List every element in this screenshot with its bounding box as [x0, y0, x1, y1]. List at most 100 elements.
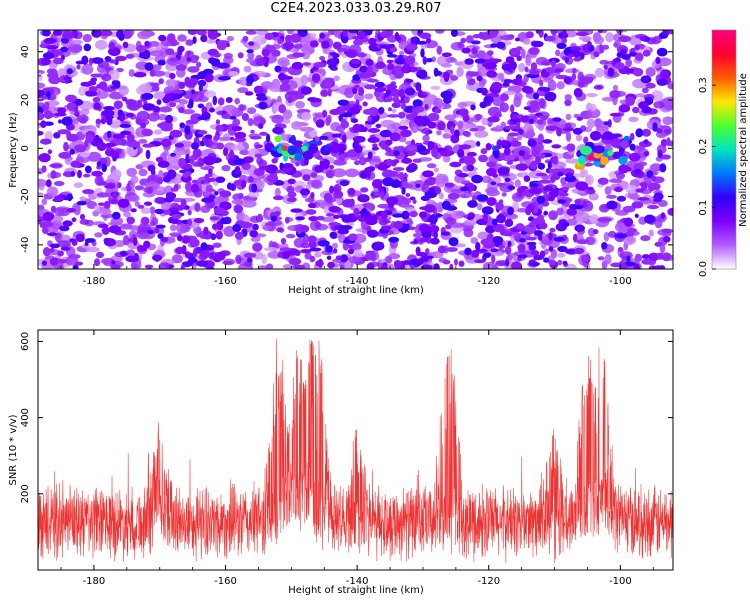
heatmap-cell [58, 119, 63, 124]
heatmap-cell [517, 207, 527, 213]
heatmap-cell [577, 79, 585, 88]
heatmap-cell [371, 179, 383, 189]
heatmap-y-ticks: -40 -20 0 20 40 [20, 45, 673, 270]
heatmap-cell [137, 30, 152, 40]
heatmap-cell [145, 149, 151, 160]
heatmap-cell [138, 168, 148, 177]
heatmap-cell [436, 130, 442, 136]
heatmap-cell [332, 168, 347, 178]
heatmap-cell [119, 224, 133, 230]
heatmap-cell [137, 204, 145, 209]
heatmap-cell [556, 153, 564, 160]
heatmap-cell [491, 264, 499, 269]
heatmap-cell [265, 263, 274, 269]
heatmap-cell [457, 173, 469, 178]
heatmap-cell [442, 133, 452, 139]
heatmap-cell [196, 61, 202, 68]
heatmap-cell [326, 255, 332, 260]
heatmap-cell [616, 195, 627, 202]
heatmap-cell [38, 153, 51, 163]
heatmap-cell [661, 252, 672, 262]
heatmap-cell [479, 101, 488, 109]
heatmap-cell [617, 246, 624, 253]
heatmap-cell [530, 62, 538, 71]
heatmap-cell [569, 46, 582, 52]
heatmap-cell [52, 57, 64, 65]
heatmap-cell [83, 173, 91, 178]
heatmap-cell [457, 102, 468, 109]
heatmap-cell [476, 203, 483, 211]
heatmap-cell [539, 153, 546, 159]
heatmap-cell [261, 48, 270, 57]
heatmap-cell [471, 174, 483, 184]
heatmap-cell [340, 254, 348, 263]
heatmap-cell [149, 206, 156, 215]
heatmap-cell [639, 182, 648, 187]
heatmap-cell [394, 32, 400, 40]
heatmap-cell [386, 54, 398, 58]
heatmap-cell [542, 185, 553, 192]
heatmap-cell [277, 38, 283, 45]
heatmap-cell [575, 31, 589, 37]
heatmap-cell [230, 123, 238, 127]
heatmap-cell [192, 55, 200, 61]
heatmap-cell [302, 151, 314, 160]
x-tick-label: -120 [477, 276, 500, 287]
heatmap-cell [275, 169, 284, 174]
heatmap-cell [277, 57, 290, 67]
heatmap-cell [372, 214, 379, 222]
heatmap-cell [130, 175, 139, 184]
heatmap-cell [457, 120, 464, 130]
colorbar-frame [711, 29, 737, 270]
heatmap-cell [318, 135, 329, 140]
heatmap-cell [112, 191, 118, 200]
heatmap-cell [573, 57, 582, 62]
heatmap-cell [528, 119, 534, 124]
heatmap-cell [102, 109, 115, 117]
heatmap-cell [274, 65, 282, 72]
heatmap-cell [210, 233, 217, 241]
heatmap-cell [504, 218, 514, 227]
heatmap-cell [279, 162, 284, 171]
heatmap-cell [93, 102, 101, 110]
heatmap-cell [515, 163, 529, 171]
heatmap-cell [573, 233, 578, 243]
y-tick-label: 0 [20, 145, 31, 151]
colorbar: 0.0 0.1 0.2 0.3 Normalized spectral amplitu… [698, 29, 749, 277]
heatmap-cell [310, 68, 315, 74]
heatmap-cell [287, 95, 293, 104]
heatmap-cell [401, 210, 410, 220]
heatmap-cell [101, 163, 107, 173]
heatmap-cell [66, 68, 74, 75]
heatmap-hotspot-cell [580, 145, 592, 156]
heatmap-cell [497, 167, 510, 176]
heatmap-cell [110, 264, 121, 269]
heatmap-cell [45, 179, 52, 188]
heatmap-cell [604, 186, 612, 196]
heatmap-cell [529, 182, 539, 188]
heatmap-cell [184, 251, 191, 259]
heatmap-cell [663, 236, 671, 243]
heatmap-cell [364, 93, 374, 100]
heatmap-cell [97, 174, 103, 184]
heatmap-hotspot-cell [532, 146, 541, 153]
heatmap-cell [387, 107, 393, 112]
heatmap-cell [125, 99, 136, 106]
heatmap-cell [587, 186, 594, 191]
heatmap-cell [533, 254, 544, 261]
heatmap-cell [496, 182, 506, 187]
snr-series-line [38, 338, 673, 564]
heatmap-hotspot-cell [314, 136, 320, 142]
heatmap-cell [271, 114, 285, 124]
heatmap-cell [337, 99, 349, 106]
heatmap-cell [538, 234, 543, 241]
heatmap-cell [42, 227, 49, 234]
heatmap-cell [645, 82, 656, 89]
heatmap-cell [476, 194, 489, 202]
heatmap-cell [291, 61, 304, 70]
heatmap-cell [201, 197, 215, 203]
heatmap-cell [248, 176, 254, 183]
heatmap-hotspot-cell [611, 138, 622, 148]
heatmap-cell [368, 37, 377, 46]
heatmap-cell [99, 30, 113, 37]
